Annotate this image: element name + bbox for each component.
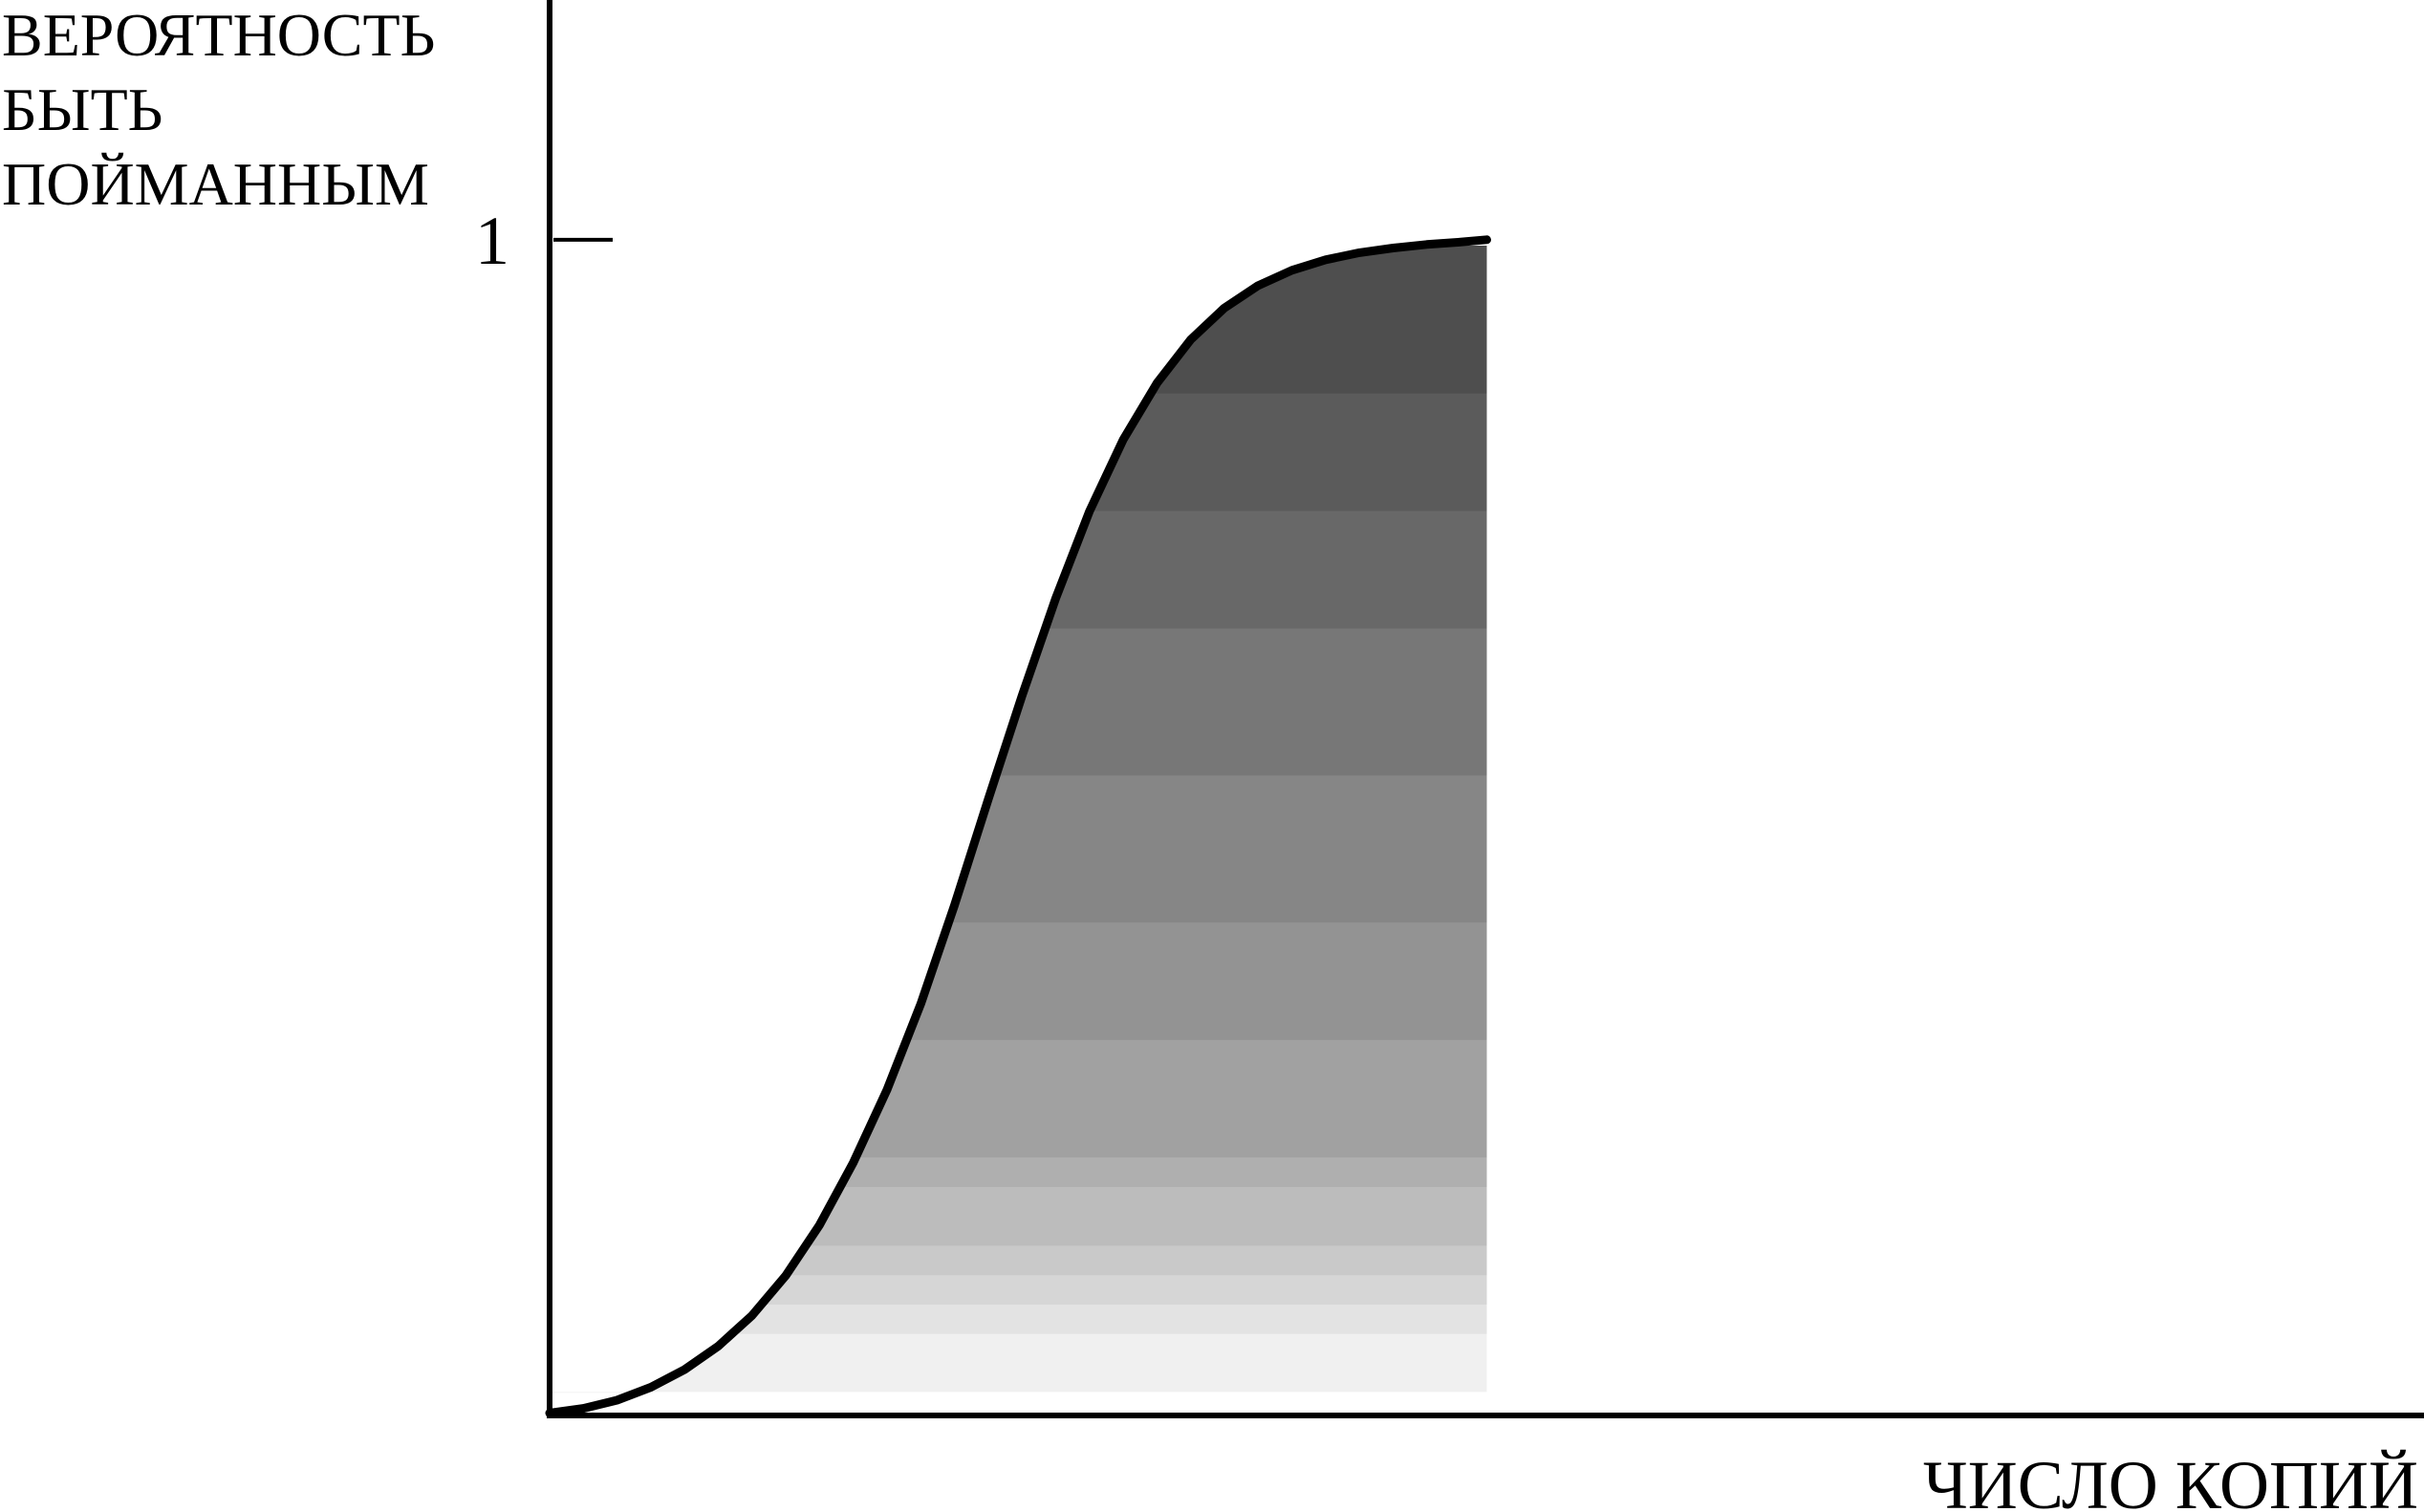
shading-band-13 [550,246,1487,394]
x-axis-label: ЧИСЛО КОПИЙ [1923,1447,2418,1512]
shading-band-8 [550,921,1487,1041]
y-axis-label-line-2: БЫТЬ [2,76,162,143]
shading-band-11 [550,509,1487,629]
probability-curve [545,235,1491,1417]
y-tick-label-1: 1 [475,203,509,279]
shading-band-3 [550,1274,1487,1305]
shading-band-9 [550,774,1487,923]
shading-band-6 [550,1156,1487,1187]
shading-band-7 [550,1039,1487,1158]
y-axis-label-line-1: ВЕРОЯТНОСТЬ [2,1,435,69]
shading-band-5 [550,1186,1487,1246]
shading-band-12 [550,392,1487,511]
shading-band-2 [550,1304,1487,1334]
shaded-area [550,246,1487,1393]
shading-band-4 [550,1244,1487,1276]
y-axis-label-line-3: ПОЙМАННЫМ [2,150,429,218]
